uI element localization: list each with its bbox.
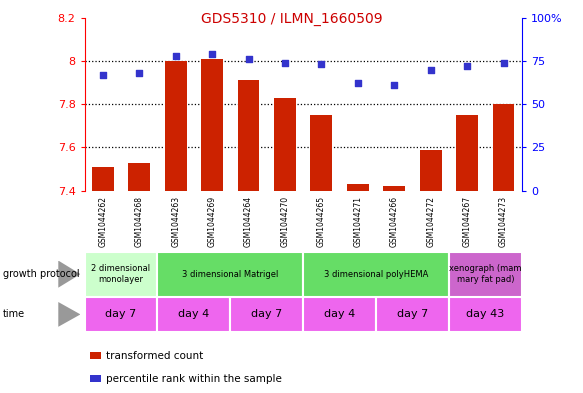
Text: day 43: day 43 <box>466 309 504 320</box>
Bar <box>303 252 449 297</box>
Bar <box>303 297 376 332</box>
Point <box>244 56 253 62</box>
Text: percentile rank within the sample: percentile rank within the sample <box>106 374 282 384</box>
Point <box>426 66 436 73</box>
Bar <box>128 162 150 191</box>
Text: 3 dimensional Matrigel: 3 dimensional Matrigel <box>182 270 279 279</box>
Bar <box>157 297 230 332</box>
Text: 3 dimensional polyHEMA: 3 dimensional polyHEMA <box>324 270 429 279</box>
Point <box>389 82 399 88</box>
Polygon shape <box>58 261 80 288</box>
Text: GSM1044262: GSM1044262 <box>99 196 107 246</box>
Bar <box>92 167 114 191</box>
Point <box>317 61 326 68</box>
Text: day 7: day 7 <box>397 309 428 320</box>
Point <box>208 51 217 57</box>
Point <box>98 72 107 78</box>
Bar <box>449 252 522 297</box>
Bar <box>164 61 187 191</box>
Text: GSM1044271: GSM1044271 <box>353 196 362 246</box>
Point <box>280 59 290 66</box>
Text: GSM1044263: GSM1044263 <box>171 195 180 247</box>
Text: GDS5310 / ILMN_1660509: GDS5310 / ILMN_1660509 <box>201 12 382 26</box>
Bar <box>274 97 296 191</box>
Text: growth protocol: growth protocol <box>3 269 79 279</box>
Text: day 7: day 7 <box>106 309 136 320</box>
Bar <box>85 297 157 332</box>
Polygon shape <box>58 302 80 327</box>
Text: xenograph (mam
mary fat pad): xenograph (mam mary fat pad) <box>449 264 522 284</box>
Bar <box>347 184 368 191</box>
Bar <box>456 115 478 191</box>
Text: day 7: day 7 <box>251 309 282 320</box>
Bar <box>238 80 259 191</box>
Text: GSM1044270: GSM1044270 <box>280 195 289 247</box>
Text: GSM1044267: GSM1044267 <box>463 195 472 247</box>
Point <box>171 53 180 59</box>
Text: GSM1044268: GSM1044268 <box>135 196 143 246</box>
Bar <box>230 297 303 332</box>
Bar <box>376 297 449 332</box>
Bar <box>201 59 223 191</box>
Text: time: time <box>3 309 25 320</box>
Point <box>353 80 363 86</box>
Text: day 4: day 4 <box>324 309 355 320</box>
Text: GSM1044269: GSM1044269 <box>208 195 216 247</box>
Text: GSM1044265: GSM1044265 <box>317 195 326 247</box>
Bar <box>157 252 303 297</box>
Text: GSM1044266: GSM1044266 <box>390 195 399 247</box>
Bar <box>420 150 442 191</box>
Text: day 4: day 4 <box>178 309 209 320</box>
Text: GSM1044273: GSM1044273 <box>499 195 508 247</box>
Text: GSM1044272: GSM1044272 <box>426 196 435 246</box>
Bar <box>310 115 332 191</box>
Bar <box>493 104 514 191</box>
Bar <box>449 297 522 332</box>
Point <box>135 70 144 76</box>
Text: GSM1044264: GSM1044264 <box>244 195 253 247</box>
Point <box>462 63 472 69</box>
Bar <box>384 186 405 191</box>
Text: 2 dimensional
monolayer: 2 dimensional monolayer <box>92 264 150 284</box>
Point <box>499 59 508 66</box>
Text: transformed count: transformed count <box>106 351 203 361</box>
Bar <box>85 252 157 297</box>
